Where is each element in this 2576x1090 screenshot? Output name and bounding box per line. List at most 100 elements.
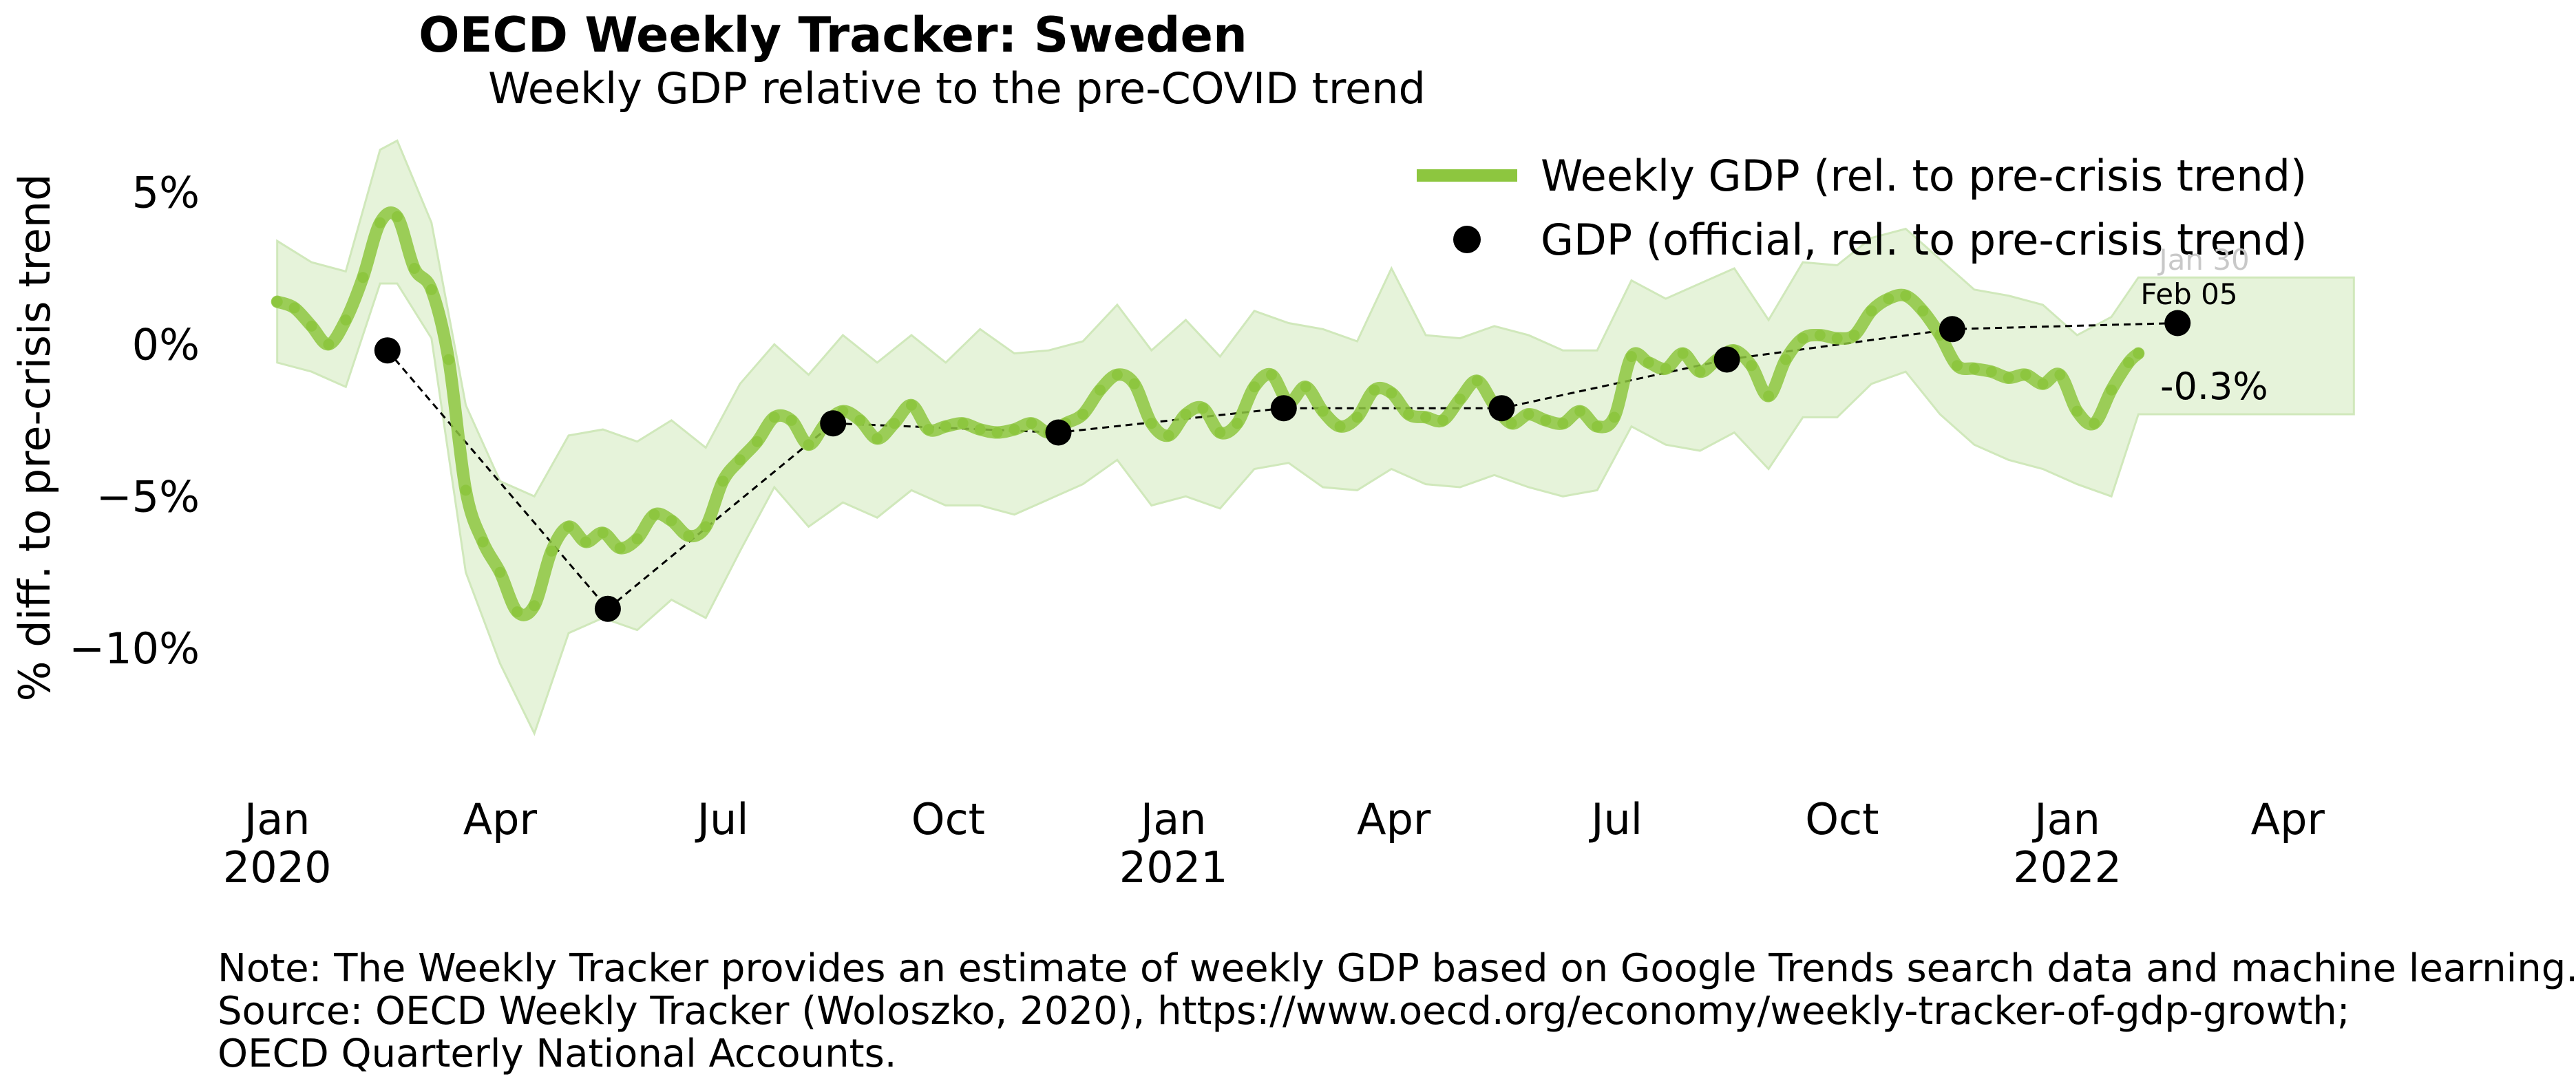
weekly-gdp-point xyxy=(1780,354,1791,365)
weekly-gdp-point xyxy=(1952,360,1963,372)
official-points-layer xyxy=(374,310,2191,622)
weekly-gdp-point xyxy=(631,533,643,545)
weekly-gdp-point xyxy=(1883,293,1894,305)
official-gdp-point xyxy=(1270,395,1297,422)
y-tick-labels: 5% 0% −5% −10% xyxy=(69,168,200,674)
weekly-gdp-point xyxy=(1660,363,1671,374)
weekly-gdp-point xyxy=(1848,330,1860,341)
weekly-gdp-point xyxy=(1214,427,1226,438)
weekly-gdp-point xyxy=(957,418,969,429)
weekly-gdp-point xyxy=(392,211,403,222)
weekly-gdp-point xyxy=(2133,348,2144,359)
weekly-gdp-point xyxy=(1557,418,1569,429)
weekly-gdp-point xyxy=(288,302,300,314)
weekly-gdp-point xyxy=(2106,384,2118,396)
weekly-gdp-point xyxy=(1677,348,1689,359)
weekly-gdp-point xyxy=(1369,384,1380,396)
x-tick-label: Apr xyxy=(463,794,538,844)
legend-official-label: GDP (official, rel. to pre-crisis trend) xyxy=(1541,215,2308,265)
weekly-gdp-point xyxy=(2054,369,2066,381)
weekly-gdp-point xyxy=(991,427,1003,438)
weekly-gdp-point xyxy=(768,412,780,423)
x-tick-label: Jan xyxy=(2031,794,2100,844)
y-tick-label: −5% xyxy=(96,471,200,522)
weekly-gdp-point xyxy=(271,296,283,308)
official-gdp-point xyxy=(2164,310,2191,336)
weekly-gdp-point xyxy=(1386,387,1397,399)
weekly-gdp-point xyxy=(1009,424,1020,436)
weekly-gdp-point xyxy=(1095,384,1106,396)
x-tick-label: Oct xyxy=(1805,794,1879,844)
official-gdp-point xyxy=(1488,395,1515,422)
y-tick-label: 0% xyxy=(132,319,200,370)
weekly-gdp-point xyxy=(408,263,420,274)
weekly-gdp-point xyxy=(323,339,335,350)
weekly-gdp-point xyxy=(1985,366,1997,378)
weekly-gdp-point xyxy=(529,600,540,612)
x-tick-year-label: 2020 xyxy=(223,842,332,893)
weekly-gdp-point xyxy=(1746,360,1757,372)
weekly-gdp-point xyxy=(2003,372,2014,383)
weekly-gdp-point xyxy=(1866,305,1877,317)
weekly-gdp-point xyxy=(425,284,437,295)
weekly-gdp-point xyxy=(1351,412,1363,423)
weekly-gdp-point xyxy=(460,484,472,496)
weekly-gdp-point xyxy=(717,475,729,487)
weekly-gdp-point xyxy=(1317,405,1329,417)
weekly-gdp-point xyxy=(1146,418,1157,429)
official-gdp-point xyxy=(594,595,621,622)
confidence-band xyxy=(276,139,2355,736)
weekly-gdp-point xyxy=(1077,409,1089,420)
official-gdp-point xyxy=(1713,346,1740,373)
x-tick-label: Jan xyxy=(1138,794,1207,844)
weekly-gdp-point xyxy=(854,414,866,426)
weekly-gdp-point xyxy=(906,399,917,411)
legend: Weekly GDP (rel. to pre-crisis trend) GD… xyxy=(1417,151,2308,265)
weekly-gdp-point xyxy=(648,509,660,520)
weekly-gdp-point xyxy=(1592,420,1603,432)
weekly-gdp-point xyxy=(443,354,454,365)
weekly-gdp-point xyxy=(735,454,746,466)
weekly-gdp-point xyxy=(374,217,386,228)
weekly-gdp-point xyxy=(940,420,951,432)
weekly-gdp-point xyxy=(1814,330,1826,341)
x-tick-label: Apr xyxy=(2251,794,2325,844)
weekly-gdp-point xyxy=(1643,356,1654,368)
y-axis-label: % diff. to pre-crisis trend xyxy=(10,174,60,702)
weekly-gdp-point xyxy=(1128,378,1140,389)
weekly-gdp-point xyxy=(580,536,591,548)
weekly-gdp-point xyxy=(1471,375,1483,387)
y-tick-label: 5% xyxy=(132,168,200,218)
weekly-gdp-point xyxy=(785,414,797,426)
weekly-gdp-point xyxy=(1625,351,1637,363)
weekly-gdp-point xyxy=(306,320,317,332)
x-tick-label: Jul xyxy=(1588,794,1643,844)
weekly-gdp-point xyxy=(477,536,489,548)
x-tick-year-label: 2022 xyxy=(2013,842,2122,893)
weekly-gdp-point xyxy=(803,439,814,451)
weekly-gdp-point xyxy=(751,436,763,447)
weekly-last-value-label: -0.3% xyxy=(2160,365,2268,408)
weekly-gdp-point xyxy=(1180,409,1192,420)
official-connector-layer xyxy=(386,322,2178,610)
official-last-date-label: Feb 05 xyxy=(2140,277,2237,311)
weekly-gdp-point xyxy=(340,314,352,325)
y-tick-label: −10% xyxy=(69,623,200,674)
weekly-gdp-point xyxy=(683,530,695,542)
weekly-gdp-point xyxy=(1968,363,1980,374)
note-line-3: OECD Quarterly National Accounts. xyxy=(218,1032,897,1076)
weekly-last-date-label: Jan 30 xyxy=(2157,243,2250,277)
weekly-gdp-point xyxy=(1197,403,1209,414)
x-tick-label: Oct xyxy=(911,794,985,844)
weekly-gdp-point xyxy=(1232,418,1243,429)
weekly-line-layer xyxy=(271,206,2145,621)
weekly-gdp-point xyxy=(1334,420,1346,432)
weekly-gdp-point xyxy=(546,545,558,557)
weekly-gdp-point xyxy=(357,272,369,284)
official-gdp-point xyxy=(374,337,401,364)
official-gdp-point xyxy=(820,410,847,437)
weekly-gdp-point xyxy=(1266,369,1277,381)
